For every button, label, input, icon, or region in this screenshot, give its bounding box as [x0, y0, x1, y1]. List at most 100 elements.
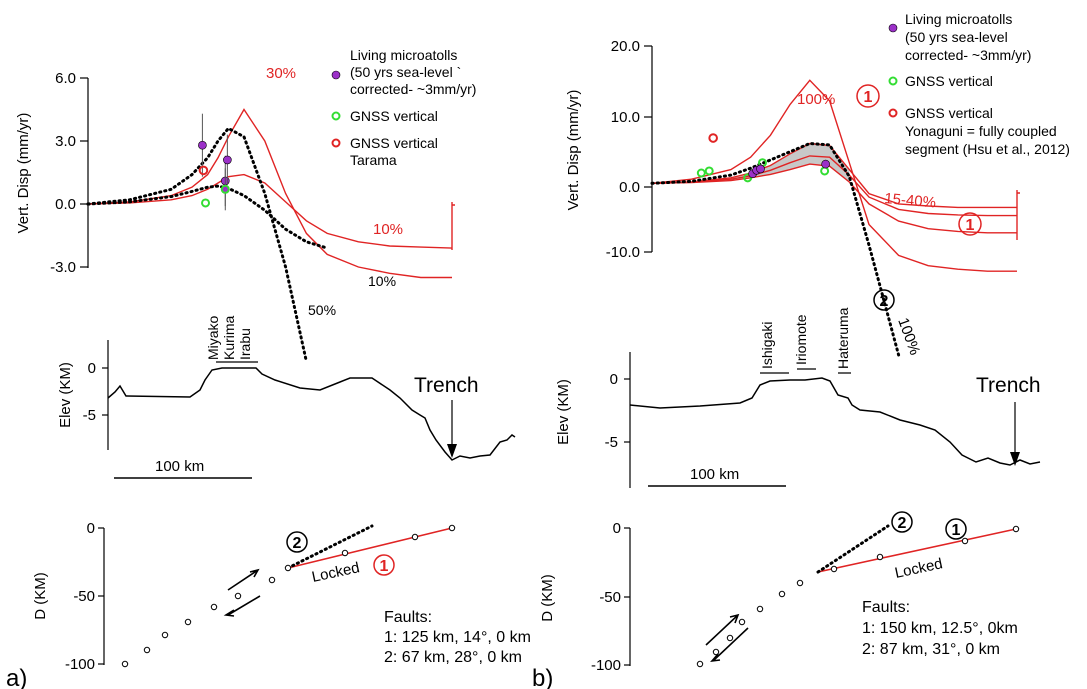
panel-b-series-0-model-line	[651, 79, 1017, 272]
panel-a-label-dotted-50: 50%	[308, 302, 336, 318]
panel-b-slip-arrow-up	[705, 613, 740, 646]
gnss-tarama-point	[708, 133, 718, 143]
panel-a-label-red-10: 10%	[373, 221, 403, 238]
panel-b-label-15-40: 15-40%	[884, 190, 937, 211]
panel-a-fault-nodes	[121, 524, 456, 668]
panel-b-trench-label: Trench	[976, 374, 1041, 397]
panel-b-y-tick-label: 10.0	[611, 109, 640, 126]
microatoll-point	[223, 155, 232, 165]
panel-a-faults-title: Faults:	[384, 609, 432, 626]
panel-b-depth-tick-label: -100	[591, 657, 621, 674]
panel-a-depth-tick-label: 0	[87, 520, 95, 537]
panel-b-fault-nodes	[696, 525, 1020, 668]
legend-item-text: GNSS vertical	[905, 73, 993, 89]
panel-b-label-100: 100%	[797, 91, 835, 108]
legend-gnss-yonaguni-marker	[888, 108, 898, 118]
panel-a-slip-arrow-down	[223, 595, 261, 617]
panel-a-topo-profile	[107, 367, 516, 461]
panel-a-label-dotted-10: 10%	[368, 273, 396, 289]
panel-b-y-axis-label: Vert. Disp (mm/yr)	[565, 90, 582, 211]
panel-b-scale-label: 100 km	[690, 466, 739, 483]
panel-b-faults-title: Faults:	[862, 599, 910, 616]
panel-b-curve-2-marker	[873, 289, 895, 311]
panel-b-legend: Living microatolls (50 yrs sea-level cor…	[888, 11, 1070, 157]
panel-a-top-chart: 6.0 3.0 0.0 -3.0 Vert. Disp (mm/yr) 30% …	[15, 47, 476, 363]
panel-b-depth: 0 -50 -100 D (KM) Locked 1 2 Faults: 1: …	[532, 511, 1020, 689]
panel-b-depth-tick-label: -50	[599, 589, 621, 606]
panel-b-elev-label: Elev (KM)	[555, 379, 572, 445]
panel-a-depth: 0 -50 -100 D (KM) Locked 1 2 Faults: 1: …	[6, 520, 531, 689]
panel-a-plot-area	[86, 108, 453, 363]
panel-b-uncertainty-band	[652, 143, 850, 184]
panel-a-y-axis-label: Vert. Disp (mm/yr)	[15, 113, 32, 234]
panel-a-fault-2-desc: 2: 67 km, 28°, 0 km	[384, 649, 522, 666]
panel-b-fault-2-number: 2	[898, 515, 907, 532]
panel-b-series-3-model-line	[651, 163, 1017, 234]
panel-a-elev-tick-label: 0	[88, 360, 96, 377]
panel-b-fault-1-number: 1	[952, 522, 961, 539]
panel-a-locked-fault	[287, 527, 453, 569]
legend-item-text: GNSS vertical	[905, 105, 993, 121]
panel-a-depth-tick-label: -50	[73, 588, 95, 605]
panel-a-series-3-dotted-line	[86, 126, 308, 363]
island-label-hateruma: Hateruma	[835, 307, 851, 369]
panel-b-topo-profile	[629, 377, 1041, 466]
gnss-vertical-point	[696, 168, 706, 178]
island-label-irabu: Irabu	[237, 328, 253, 360]
island-label-kurima: Kurima	[221, 315, 237, 360]
panel-a-fault-2	[286, 524, 374, 570]
panel-b-elev-tick-label: -5	[605, 434, 618, 451]
panel-b-label: b)	[532, 665, 553, 689]
panel-a-elevation: 0 -5 Elev (KM) Miyako Kurima Irabu Trenc…	[57, 315, 516, 479]
panel-a-scale-label: 100 km	[155, 458, 204, 475]
panel-a-fault-1-marker	[373, 554, 395, 576]
legend-item-text: GNSS vertical	[350, 108, 438, 124]
panel-b-curve-1b-number: 1	[966, 217, 975, 234]
panel-a-trench-label: Trench	[414, 374, 479, 397]
gnss-vertical-point	[820, 166, 830, 176]
panel-a-elev-tick-label: -5	[83, 407, 96, 424]
panel-b-fault-2-desc: 2: 87 km, 31°, 0 km	[862, 641, 1000, 658]
panel-b-y-tick-label: 0.0	[619, 179, 640, 196]
panel-a-y-tick-label: 3.0	[55, 133, 76, 150]
gnss-vertical-point	[201, 198, 211, 208]
panel-a-fault-2-number: 2	[293, 535, 302, 552]
legend-item-text: Living microatolls	[905, 11, 1012, 27]
panel-a-locked-label: Locked	[310, 559, 361, 586]
legend-microatoll-marker	[331, 70, 341, 80]
panel-b-curve-1b-marker	[958, 212, 982, 236]
panel-b-slip-arrow-down	[710, 627, 749, 663]
panel-a-series-0-model-line	[87, 108, 452, 279]
panel-a-curve-end-mark	[451, 202, 455, 250]
gnss-vertical-point	[743, 173, 753, 183]
panel-a-elev-label: Elev (KM)	[57, 362, 74, 428]
panel-b-series-2-model-line	[651, 155, 1017, 217]
legend-item-text: segment (Hsu et al., 2012)	[905, 141, 1070, 157]
panel-b-depth-label: D (KM)	[539, 574, 556, 622]
panel-b-y-tick-label: -10.0	[606, 244, 640, 261]
panel-a-y-tick-label: 0.0	[55, 196, 76, 213]
panel-b-elev-tick-label: 0	[610, 371, 618, 388]
panel-b-fault-1-desc: 1: 150 km, 12.5°, 0km	[862, 620, 1018, 637]
panel-a-fault-2-marker	[286, 531, 308, 553]
panel-b-label-dotted-100: 100%	[894, 316, 923, 358]
panel-b-locked-label: Locked	[893, 555, 944, 582]
gnss-vertical-point	[704, 166, 714, 176]
panel-a-fault-1-number: 1	[380, 558, 389, 575]
gnss-vertical-point	[220, 184, 230, 194]
microatoll-point	[821, 159, 830, 169]
gnss-tarama-point	[198, 165, 209, 176]
legend-item-text: corrected- ~3mm/yr)	[350, 81, 476, 97]
panel-a-series-1-model-line	[87, 173, 453, 249]
panel-b-top-chart: 20.0 10.0 0.0 -10.0 Vert. Disp (mm/yr) 1…	[565, 11, 1070, 357]
panel-b-locked-fault	[817, 528, 1017, 573]
legend-item-text: Yonaguni = fully coupled	[905, 123, 1057, 139]
panel-a-depth-label: D (KM)	[32, 572, 49, 620]
panel-b-curve-2-number: 2	[880, 293, 889, 310]
panel-a-depth-tick-label: -100	[65, 656, 95, 673]
panel-b-fault-2-marker	[891, 511, 913, 533]
legend-item-text: (50 yrs sea-level `	[350, 64, 461, 80]
panel-a-trench-arrowhead	[447, 444, 457, 458]
panel-b-fault-1-marker	[945, 518, 967, 540]
